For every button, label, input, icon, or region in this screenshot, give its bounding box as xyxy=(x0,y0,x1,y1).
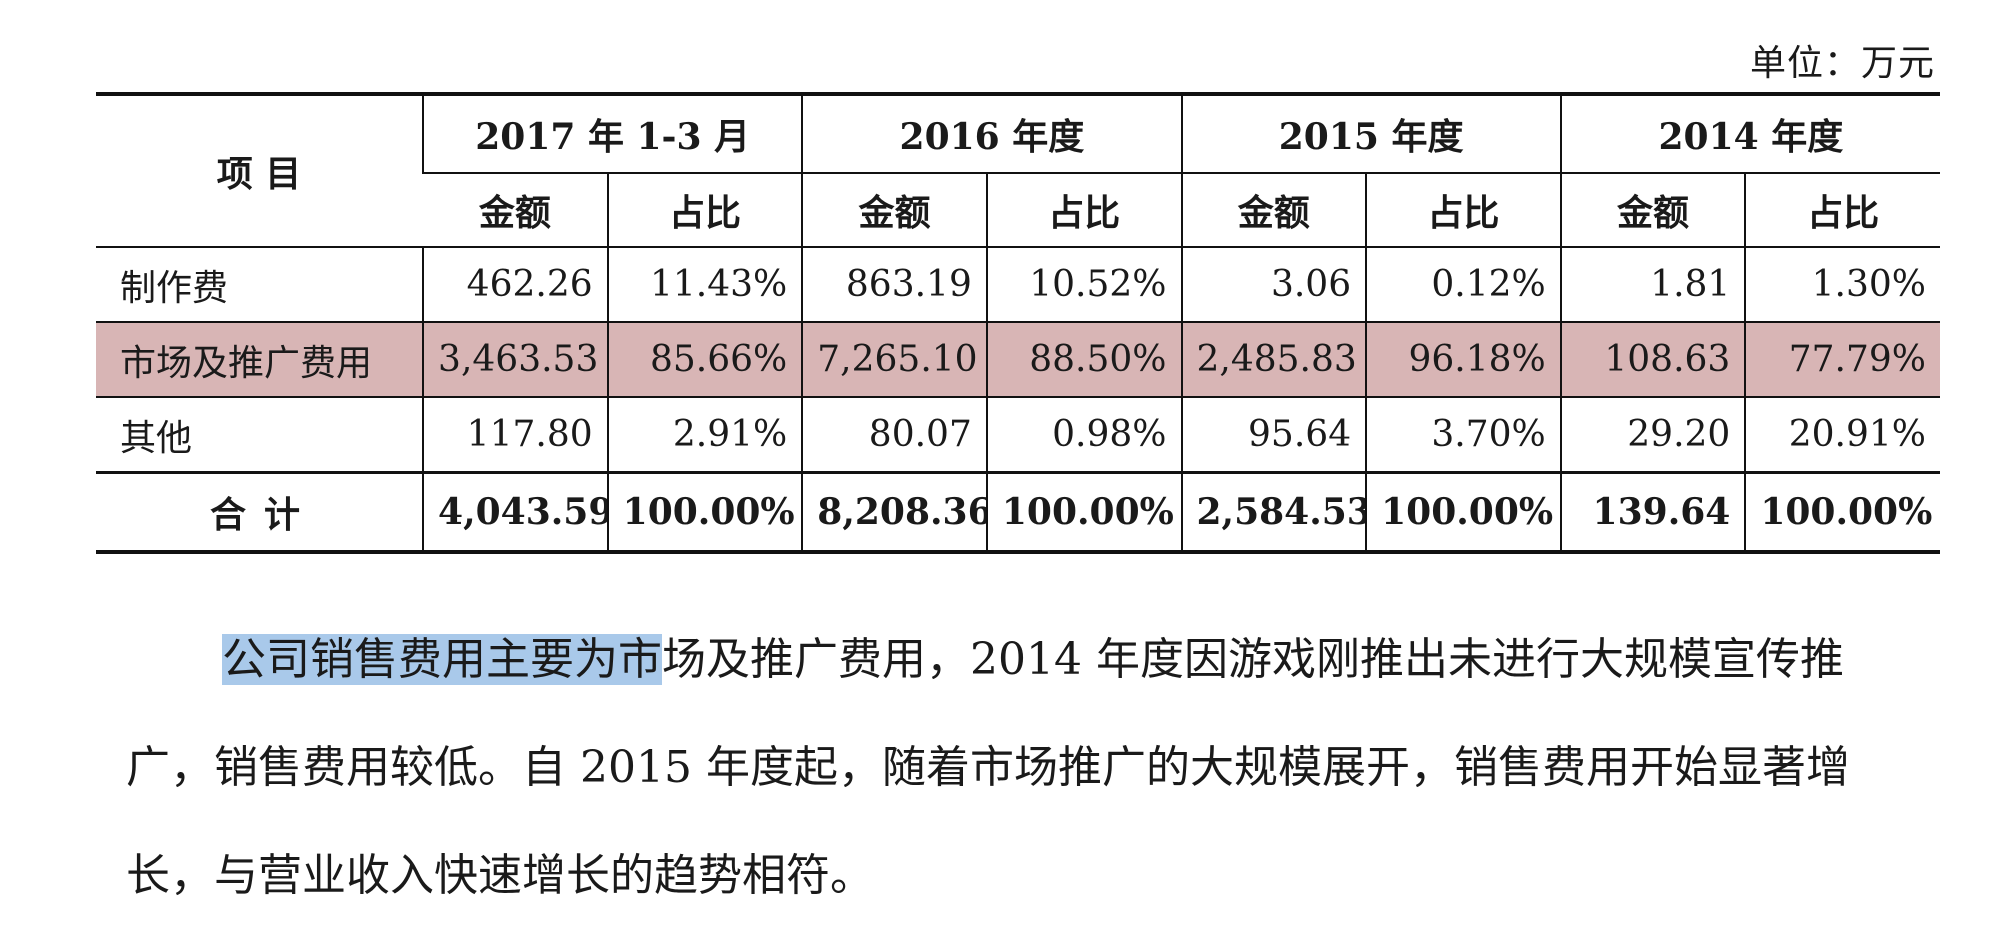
total-cell: 100.00% xyxy=(1365,471,1561,553)
table-cell: 29.20 xyxy=(1559,397,1746,474)
table-cell: 11.43% xyxy=(606,247,803,323)
table-cell: 3.06 xyxy=(1180,247,1367,323)
table-cell: 117.80 xyxy=(422,397,608,474)
amount-header: 金额 xyxy=(801,173,987,248)
total-cell: 8,208.36 xyxy=(801,471,987,553)
unit-label: 单位：万元 xyxy=(1749,43,1935,84)
table-cell: 2.91% xyxy=(606,397,803,474)
row-label: 市场及推广费用 xyxy=(96,322,424,398)
table-cell: 0.98% xyxy=(985,397,1182,474)
period-header-2016: 2016 年度 xyxy=(801,94,1182,174)
table-cell: 7,265.10 xyxy=(801,322,987,398)
table-cell: 10.52% xyxy=(985,247,1182,323)
total-cell: 100.00% xyxy=(1744,471,1940,553)
ratio-header: 占比 xyxy=(1365,173,1561,248)
table-cell: 0.12% xyxy=(1365,247,1561,323)
total-cell: 4,043.59 xyxy=(422,471,608,553)
table-cell: 1.81 xyxy=(1559,247,1746,323)
total-cell: 100.00% xyxy=(985,471,1182,553)
total-label: 合计 xyxy=(96,471,424,553)
table-row-other: 其他 117.80 2.91% 80.07 0.98% 95.64 3.70% … xyxy=(96,397,1940,474)
table-cell: 863.19 xyxy=(801,247,987,323)
period-header-2014: 2014 年度 xyxy=(1559,94,1940,174)
ratio-header: 占比 xyxy=(985,173,1182,248)
table-cell: 20.91% xyxy=(1744,397,1940,474)
table-row-total: 合计 4,043.59 100.00% 8,208.36 100.00% 2,5… xyxy=(96,471,1940,553)
table-cell: 108.63 xyxy=(1559,322,1746,398)
ratio-header: 占比 xyxy=(606,173,803,248)
selected-text[interactable]: 公司销售费用主要为市 xyxy=(222,634,662,685)
body-paragraph[interactable]: 公司销售费用主要为市场及推广费用，2014 年度因游戏刚推出未进行大规模宣传推广… xyxy=(126,606,1910,930)
table-row-production: 制作费 462.26 11.43% 863.19 10.52% 3.06 0.1… xyxy=(96,247,1940,323)
amount-header: 金额 xyxy=(423,173,608,248)
total-cell: 2,584.53 xyxy=(1180,471,1367,553)
table-cell: 85.66% xyxy=(606,322,803,398)
table-cell: 80.07 xyxy=(801,397,987,474)
table-cell: 77.79% xyxy=(1744,322,1940,398)
table-cell: 3,463.53 xyxy=(422,322,608,398)
table-cell: 3.70% xyxy=(1365,397,1561,474)
table-row-marketing: 市场及推广费用 3,463.53 85.66% 7,265.10 88.50% … xyxy=(96,322,1940,398)
paragraph-text[interactable]: 场及推广费用，2014 年度因游戏刚推出未进行大规模宣传推广，销售费用较低。自 … xyxy=(126,634,1850,901)
table-cell: 88.50% xyxy=(985,322,1182,398)
total-cell: 139.64 xyxy=(1559,471,1746,553)
table-cell: 95.64 xyxy=(1180,397,1367,474)
period-header-2017q1: 2017 年 1-3 月 xyxy=(422,94,803,174)
expense-table-container: 项 目 2017 年 1-3 月 2016 年度 2015 年度 2014 年度… xyxy=(96,92,1940,554)
table-cell: 1.30% xyxy=(1744,247,1940,323)
sales-expense-table: 项 目 2017 年 1-3 月 2016 年度 2015 年度 2014 年度… xyxy=(96,92,1940,554)
item-column-header: 项 目 xyxy=(96,94,424,248)
amount-header: 金额 xyxy=(1180,173,1367,248)
amount-header: 金额 xyxy=(1559,173,1746,248)
ratio-header: 占比 xyxy=(1744,173,1940,248)
period-header-2015: 2015 年度 xyxy=(1180,94,1561,174)
table-cell: 96.18% xyxy=(1365,322,1561,398)
total-cell: 100.00% xyxy=(606,471,803,553)
table-cell: 462.26 xyxy=(422,247,608,323)
row-label: 其他 xyxy=(96,397,424,474)
table-cell: 2,485.83 xyxy=(1180,322,1367,398)
row-label: 制作费 xyxy=(96,247,424,323)
